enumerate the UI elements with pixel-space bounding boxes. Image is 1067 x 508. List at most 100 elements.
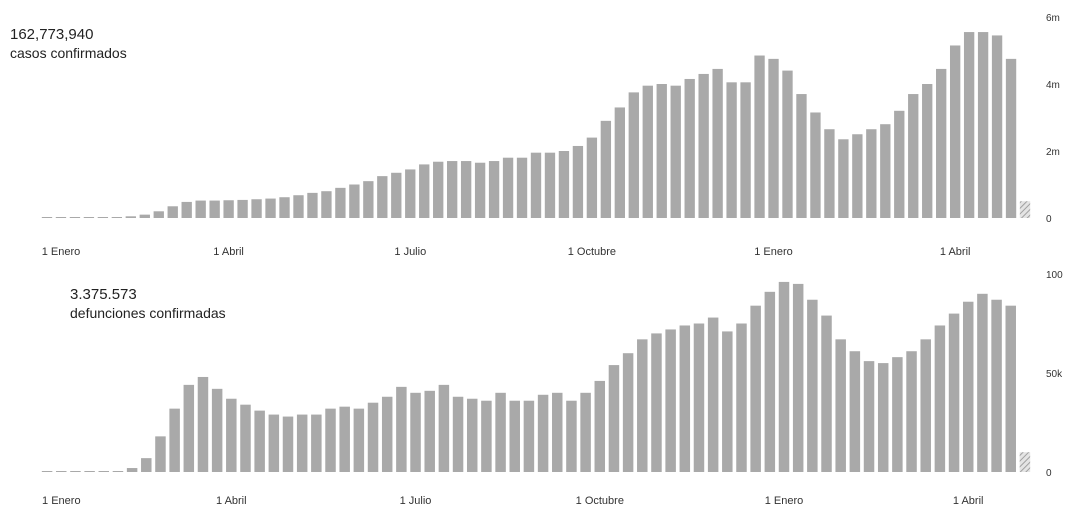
deaths-chart-panel: 3.375.573 defunciones confirmadas 1 Ener… xyxy=(0,264,1067,508)
cases-bar xyxy=(349,185,359,219)
cases-bar xyxy=(712,69,722,218)
cases-bar xyxy=(978,32,988,218)
cases-bar xyxy=(726,82,736,218)
deaths-bar xyxy=(750,306,760,472)
cases-y-tick-label: 0 xyxy=(1046,214,1052,225)
cases-bar xyxy=(866,129,876,218)
deaths-x-tick-label: 1 Enero xyxy=(42,495,81,507)
deaths-bar xyxy=(99,471,109,472)
cases-bar xyxy=(1006,59,1016,218)
cases-bar xyxy=(84,217,94,218)
cases-bar xyxy=(531,153,541,218)
deaths-bar xyxy=(439,385,449,472)
cases-bar xyxy=(754,56,764,218)
cases-bar xyxy=(293,195,303,218)
cases-bar xyxy=(629,92,639,218)
cases-bar xyxy=(503,158,513,218)
cases-bar xyxy=(265,199,275,218)
deaths-x-tick-label: 1 Abril xyxy=(953,495,984,507)
cases-bar xyxy=(643,86,653,218)
cases-bar-chart: 1 Enero 1 Abril 1 Julio 1 Octubre 1 Enero 1 A… xyxy=(0,0,1067,264)
deaths-bar xyxy=(226,399,236,472)
deaths-bar xyxy=(779,282,789,472)
cases-bar xyxy=(98,217,108,218)
cases-bar xyxy=(671,86,681,218)
deaths-bar xyxy=(240,405,250,472)
deaths-y-tick-label: 100 xyxy=(1046,270,1063,281)
cases-x-tick-label: 1 Enero xyxy=(42,246,81,258)
deaths-bar xyxy=(991,300,1001,472)
cases-x-tick-label: 1 Enero xyxy=(754,246,793,258)
cases-bar xyxy=(782,71,792,218)
deaths-bar xyxy=(765,292,775,472)
cases-bar xyxy=(964,32,974,218)
deaths-bar xyxy=(906,351,916,472)
deaths-y-tick-label: 0 xyxy=(1046,468,1052,479)
cases-bar xyxy=(168,206,178,218)
cases-bar xyxy=(42,217,52,218)
cases-bar xyxy=(615,107,625,218)
cases-bar xyxy=(363,181,373,218)
deaths-bar xyxy=(169,409,179,472)
cases-bar xyxy=(196,201,206,218)
deaths-bar xyxy=(424,391,434,472)
deaths-bar xyxy=(623,353,633,472)
deaths-bar xyxy=(708,318,718,472)
cases-bar xyxy=(335,188,345,218)
cases-bar xyxy=(810,112,820,218)
cases-bar xyxy=(419,164,429,218)
cases-bar xyxy=(824,129,834,218)
deaths-bar xyxy=(580,393,590,472)
deaths-x-tick-label: 1 Abril xyxy=(216,495,247,507)
deaths-bar xyxy=(382,397,392,472)
cases-bar xyxy=(377,176,387,218)
cases-bar xyxy=(838,139,848,218)
deaths-bar xyxy=(113,471,123,472)
cases-bar xyxy=(405,169,415,218)
deaths-y-tick-label: 50k xyxy=(1046,369,1063,380)
cases-bar xyxy=(475,163,485,218)
cases-bar xyxy=(601,121,611,218)
cases-bar xyxy=(433,162,443,218)
deaths-bar xyxy=(297,415,307,472)
deaths-bar xyxy=(609,365,619,472)
deaths-bar xyxy=(56,471,66,472)
cases-bar xyxy=(517,158,527,218)
deaths-bar xyxy=(977,294,987,472)
deaths-bar xyxy=(127,468,137,472)
cases-bar xyxy=(70,217,80,218)
deaths-bar-chart: 1 Enero 1 Abril 1 Julio 1 Octubre 1 Enero 1 A… xyxy=(0,264,1067,508)
deaths-bar xyxy=(850,351,860,472)
deaths-bar xyxy=(595,381,605,472)
cases-bar xyxy=(321,191,331,218)
cases-bar xyxy=(894,111,904,218)
cases-bar xyxy=(587,138,597,218)
cases-x-tick-label: 1 Julio xyxy=(394,246,426,258)
cases-x-tick-label: 1 Abril xyxy=(213,246,244,258)
deaths-bar xyxy=(396,387,406,472)
deaths-bar xyxy=(453,397,463,472)
cases-bar xyxy=(237,200,247,218)
deaths-bar xyxy=(467,399,477,472)
deaths-bar xyxy=(325,409,335,472)
cases-bar xyxy=(112,217,122,218)
cases-bar xyxy=(391,173,401,218)
deaths-x-tick-label: 1 Enero xyxy=(765,495,804,507)
cases-bar xyxy=(880,124,890,218)
deaths-bar xyxy=(651,333,661,472)
cases-bar xyxy=(922,84,932,218)
deaths-bar xyxy=(538,395,548,472)
deaths-bar xyxy=(722,331,732,472)
cases-bar xyxy=(908,94,918,218)
deaths-bar xyxy=(198,377,208,472)
deaths-bar xyxy=(892,357,902,472)
deaths-bar xyxy=(283,417,293,472)
cases-bar xyxy=(950,45,960,218)
deaths-bar xyxy=(141,458,151,472)
deaths-bar xyxy=(269,415,279,472)
cases-bar xyxy=(447,161,457,218)
cases-bar xyxy=(140,215,150,218)
cases-bar xyxy=(657,84,667,218)
deaths-bar xyxy=(949,314,959,472)
cases-bar xyxy=(56,217,66,218)
